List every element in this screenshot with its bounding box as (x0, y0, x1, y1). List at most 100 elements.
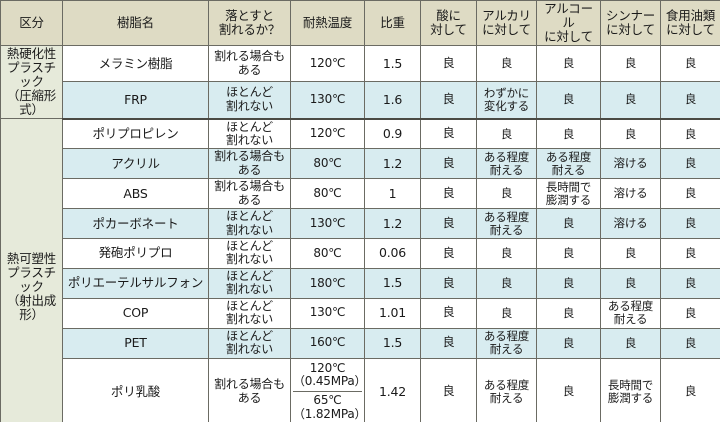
acid-resistance-cell: 良 (420, 238, 477, 269)
header-row: 区分 樹脂名 落とすと 割れるか？ 耐熱温度 比重 酸に 対して アルカリ に対して … (0, 0, 720, 46)
table-row: 発砲ポリプロ ほとんど 割れない 80℃ 0.06 良良良良良 (1, 238, 720, 269)
thinner-resistance-cell: 良 (600, 117, 661, 150)
resin-name-cell: ポリエーテルサルフォン (62, 267, 209, 299)
header-breakage: 落とすと 割れるか？ (208, 0, 291, 46)
header-resin-name: 樹脂名 (62, 0, 209, 46)
specific-gravity-cell: 1.5 (364, 327, 421, 359)
table-row: 熱硬化性 プラスチック （圧縮形式） メラミン樹脂 割れる場合も ある 120℃ 1.5 良良良… (0, 44, 720, 119)
alkali-resistance-cell: ある程度 耐える (476, 327, 537, 359)
cooking-oil-resistance-cell: 良 (660, 44, 720, 83)
table-header: 区分 樹脂名 落とすと 割れるか？ 耐熱温度 比重 酸に 対して アルカリ に対して … (0, 0, 720, 46)
specific-gravity-cell: 1.01 (364, 297, 421, 329)
table-row: FRP ほとんど 割れない 130℃ 1.6 良わずかに 変化する良良良 (1, 81, 720, 120)
cooking-oil-resistance-cell: 良 (660, 357, 720, 422)
breakage-cell: 割れる場合も ある (208, 357, 291, 422)
heat-temperature-cell: 130℃ (290, 297, 365, 329)
table-row: PET ほとんど 割れない 160℃ 1.5 良ある程度 耐える良良良 (1, 327, 720, 359)
thinner-resistance-cell: 良 (600, 267, 661, 299)
heat-temperature-split-table: 120℃ （0.45MPa） 65℃ （1.82MPa） (293, 359, 367, 422)
acid-resistance-cell: 良 (420, 297, 477, 329)
breakage-cell: ほとんど 割れない (208, 117, 291, 150)
table-row: アクリル 割れる場合も ある 80℃ 1.2 良ある程度 耐える ある程度 耐える 溶ける良 (1, 148, 720, 180)
thinner-resistance-cell: 良 (600, 44, 661, 83)
acid-resistance-cell: 良 (420, 327, 477, 359)
alcohol-resistance-cell: 良 (536, 297, 601, 329)
alcohol-resistance-cell: 良 (536, 81, 601, 120)
table-row: ポリ乳酸 割れる場合も ある 120℃ （0.45MPa） 65℃ （1.82MPa） 1.4… (1, 357, 720, 422)
header-specific-gravity: 比重 (364, 0, 421, 46)
header-thinner-resistance: シンナー に対して (600, 0, 661, 46)
header-category: 区分 (0, 0, 63, 46)
specific-gravity-cell: 0.06 (364, 238, 421, 269)
header-acid-resistance: 酸に 対して (420, 0, 477, 46)
category-cell: 熱硬化性 プラスチック （圧縮形式） (0, 45, 63, 119)
thinner-resistance-cell: ある程度 耐える (600, 297, 661, 329)
breakage-cell: ほとんど 割れない (208, 81, 291, 120)
alcohol-resistance-cell: 良 (536, 117, 601, 150)
heat-temperature-cell: 80℃ (290, 238, 365, 269)
resin-name-cell: アクリル (62, 148, 209, 180)
heat-temperature-subcell: 120℃ （0.45MPa） (293, 359, 367, 393)
alkali-resistance-cell: 良 (476, 117, 537, 150)
alkali-resistance-cell: ある程度 耐える (476, 148, 537, 180)
cooking-oil-resistance-cell: 良 (660, 208, 720, 239)
alcohol-resistance-cell: 良 (536, 357, 601, 422)
specific-gravity-cell: 1.2 (364, 208, 421, 239)
resin-name-cell: ポカーボネート (62, 208, 209, 239)
heat-temperature-cell: 130℃ (290, 208, 365, 239)
cooking-oil-resistance-cell: 良 (660, 178, 720, 210)
resin-name-cell: ポリ乳酸 (62, 357, 209, 422)
thinner-resistance-cell: 良 (600, 81, 661, 120)
alkali-resistance-cell: わずかに 変化する (476, 81, 537, 120)
resin-name-cell: PET (62, 327, 209, 359)
heat-temperature-cell: 120℃ （0.45MPa） 65℃ （1.82MPa） (290, 357, 367, 422)
alcohol-resistance-cell: 良 (536, 238, 601, 269)
alkali-resistance-cell: 良 (476, 297, 537, 329)
heat-temperature-subcell: 65℃ （1.82MPa） (293, 393, 367, 421)
header-alcohol-resistance: アルコール に対して (536, 0, 601, 46)
breakage-cell: 割れる場合も ある (208, 178, 291, 210)
acid-resistance-cell: 良 (420, 148, 477, 180)
acid-resistance-cell: 良 (420, 178, 477, 210)
table-row: ポカーボネート ほとんど 割れない 130℃ 1.2 良ある程度 耐える良溶ける良 (1, 208, 720, 239)
category-cell: 熱可塑性 プラスチック （射出成形） (0, 117, 63, 422)
resin-name-cell: 発砲ポリプロ (62, 238, 209, 269)
thinner-resistance-cell: 溶ける (600, 208, 661, 239)
alkali-resistance-cell: 良 (476, 44, 537, 83)
table-body: 熱硬化性 プラスチック （圧縮形式） メラミン樹脂 割れる場合も ある 120℃ 1.5 良良良… (0, 44, 720, 422)
alkali-resistance-cell: ある程度 耐える (476, 208, 537, 239)
breakage-cell: ほとんど 割れない (208, 238, 291, 269)
acid-resistance-cell: 良 (420, 208, 477, 239)
heat-temperature-cell: 130℃ (290, 81, 365, 120)
cooking-oil-resistance-cell: 良 (660, 297, 720, 329)
specific-gravity-cell: 1.42 (364, 357, 421, 422)
resin-name-cell: ポリプロピレン (62, 117, 209, 150)
heat-temperature-cell: 80℃ (290, 148, 365, 180)
alcohol-resistance-cell: 長時間で 膨潤する (536, 178, 601, 210)
specific-gravity-cell: 1.5 (364, 44, 421, 83)
acid-resistance-cell: 良 (420, 117, 477, 150)
alkali-resistance-cell: ある程度 耐える (476, 357, 537, 422)
header-alkali-resistance: アルカリ に対して (476, 0, 537, 46)
breakage-cell: ほとんど 割れない (208, 327, 291, 359)
heat-temperature-cell: 160℃ (290, 327, 365, 359)
cooking-oil-resistance-cell: 良 (660, 267, 720, 299)
heat-temperature-cell: 120℃ (290, 44, 365, 83)
cooking-oil-resistance-cell: 良 (660, 238, 720, 269)
table-row: COP ほとんど 割れない 130℃ 1.01 良良良ある程度 耐える良 (1, 297, 720, 329)
thinner-resistance-cell: 良 (600, 238, 661, 269)
acid-resistance-cell: 良 (420, 357, 477, 422)
thinner-resistance-cell: 溶ける (600, 148, 661, 180)
breakage-cell: 割れる場合も ある (208, 148, 291, 180)
table-row: 熱可塑性 プラスチック （射出成形） ポリプロピレン ほとんど 割れない 120℃ 0.9 良良… (0, 117, 720, 422)
acid-resistance-cell: 良 (420, 267, 477, 299)
resin-name-cell: COP (62, 297, 209, 329)
acid-resistance-cell: 良 (420, 44, 477, 83)
resin-name-cell: FRP (62, 81, 209, 120)
thinner-resistance-cell: 良 (600, 327, 661, 359)
table-row: ポリエーテルサルフォン ほとんど 割れない 180℃ 1.5 良良良良良 (1, 267, 720, 299)
cooking-oil-resistance-cell: 良 (660, 327, 720, 359)
cooking-oil-resistance-cell: 良 (660, 117, 720, 150)
